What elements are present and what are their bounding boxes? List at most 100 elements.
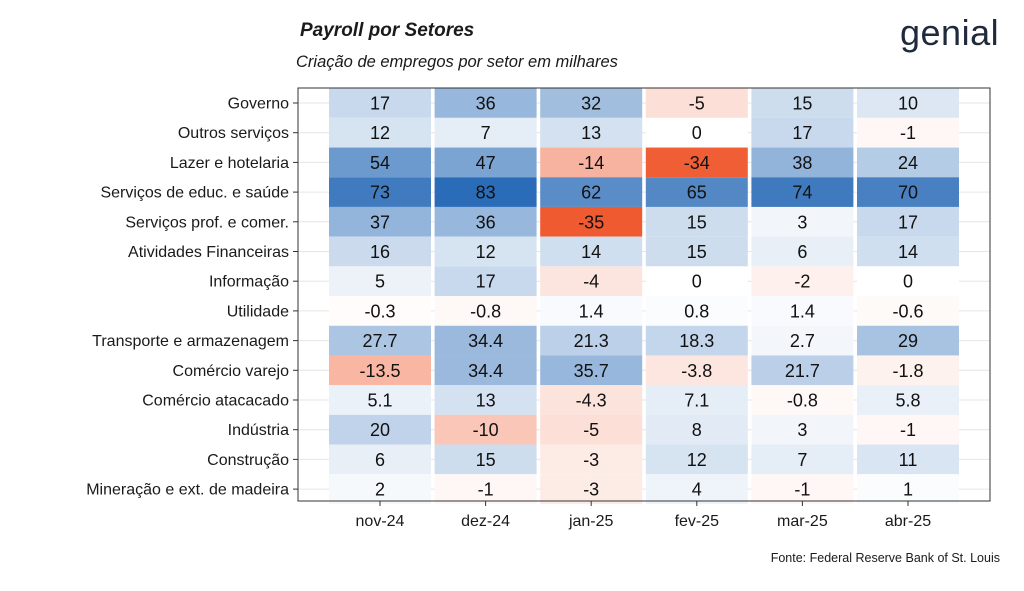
heatmap-cell xyxy=(751,177,854,207)
heatmap-cell xyxy=(540,444,643,475)
heatmap-cell xyxy=(540,474,643,504)
heatmap-cell xyxy=(751,236,854,267)
chart-subtitle: Criação de empregos por setor em milhare… xyxy=(296,53,618,71)
heatmap-cell xyxy=(329,236,431,267)
x-tick-label: dez-24 xyxy=(461,513,510,530)
y-tick-label: Utilidade xyxy=(227,303,289,320)
cell-value-label: -13.5 xyxy=(359,361,400,381)
cell-value-label: 74 xyxy=(792,183,812,203)
cell-value-label: -3.8 xyxy=(681,361,712,381)
cell-value-label: -5 xyxy=(689,94,705,114)
heatmap-cell xyxy=(434,236,537,267)
cell-value-label: -0.8 xyxy=(470,301,501,321)
heatmap-cell xyxy=(329,414,431,445)
heatmap-cell xyxy=(751,206,854,237)
cell-value-label: 0.8 xyxy=(684,301,709,321)
cell-value-label: 17 xyxy=(476,272,496,292)
cell-value-label: 7 xyxy=(481,123,491,143)
heatmap-cell xyxy=(751,147,854,178)
heatmap-cell xyxy=(329,117,431,148)
heatmap-cell xyxy=(540,206,643,237)
heatmap-cell xyxy=(857,444,959,475)
cell-value-label: 37 xyxy=(370,212,390,232)
cell-value-label: 7 xyxy=(797,450,807,470)
heatmap-cell xyxy=(645,236,748,267)
heatmap-cell xyxy=(329,88,431,118)
cell-value-label: -14 xyxy=(578,153,604,173)
heatmap-cell xyxy=(540,325,643,356)
cell-value-label: 17 xyxy=(898,212,918,232)
heatmap-cell xyxy=(434,444,537,475)
heatmap-cell xyxy=(645,206,748,237)
heatmap-cell xyxy=(540,236,643,267)
cell-value-label: 16 xyxy=(370,242,390,262)
genial-logo: genial xyxy=(900,12,1000,53)
cell-value-label: 34.4 xyxy=(468,331,503,351)
cell-value-label: 65 xyxy=(687,183,707,203)
cell-value-label: 8 xyxy=(692,420,702,440)
y-tick-label: Atividades Financeiras xyxy=(128,244,289,261)
cell-value-label: 12 xyxy=(370,123,390,143)
cell-value-label: 36 xyxy=(476,212,496,232)
cell-value-label: -1 xyxy=(900,123,916,143)
y-tick-label: Governo xyxy=(228,96,289,113)
y-tick-label: Lazer e hotelaria xyxy=(170,155,289,172)
cell-value-label: 13 xyxy=(476,391,496,411)
heatmap-cell xyxy=(434,147,537,178)
heatmap-cell xyxy=(751,474,854,504)
cell-value-label: 14 xyxy=(581,242,601,262)
heatmap-cell xyxy=(645,117,748,148)
cell-value-label: -34 xyxy=(684,153,710,173)
heatmap-cell xyxy=(540,177,643,207)
cell-value-label: -0.8 xyxy=(787,391,818,411)
x-tick-label: abr-25 xyxy=(885,513,931,530)
heatmap-cell xyxy=(540,355,643,386)
y-tick-label: Comércio atacacado xyxy=(142,393,289,410)
cell-value-label: 21.7 xyxy=(785,361,820,381)
cell-value-label: 20 xyxy=(370,420,390,440)
cell-value-label: 15 xyxy=(476,450,496,470)
heatmap-cell xyxy=(329,206,431,237)
heatmap-cell xyxy=(857,474,959,504)
cell-value-label: 36 xyxy=(476,94,496,114)
cell-value-label: -10 xyxy=(473,420,499,440)
heatmap-cell xyxy=(434,177,537,207)
cell-value-label: -4 xyxy=(583,272,599,292)
cell-value-label: 0 xyxy=(692,123,702,143)
heatmap-cell xyxy=(751,117,854,148)
cell-value-label: 13 xyxy=(581,123,601,143)
cell-value-label: 27.7 xyxy=(362,331,397,351)
source-note: Fonte: Federal Reserve Bank of St. Louis xyxy=(770,551,1000,565)
heatmap-cell xyxy=(645,266,748,297)
cell-value-label: 17 xyxy=(792,123,812,143)
cell-value-label: 62 xyxy=(581,183,601,203)
cell-value-label: 3 xyxy=(797,212,807,232)
y-tick-label: Informação xyxy=(209,274,289,291)
cell-value-label: 83 xyxy=(476,183,496,203)
heatmap-cell xyxy=(645,355,748,386)
cell-value-label: 0 xyxy=(692,272,702,292)
heatmap-cell xyxy=(857,177,959,207)
y-tick-label: Serviços de educ. e saúde xyxy=(100,185,289,202)
heatmap-cell xyxy=(434,296,537,326)
heatmap-cell xyxy=(857,355,959,386)
cell-value-label: -2 xyxy=(794,272,810,292)
cell-value-label: -0.3 xyxy=(364,301,395,321)
heatmap-cell xyxy=(329,385,431,415)
heatmap-cell xyxy=(540,266,643,297)
chart-title: Payroll por Setores xyxy=(300,20,475,41)
cell-value-label: -1 xyxy=(794,480,810,500)
cell-value-label: -1.8 xyxy=(892,361,923,381)
cell-value-label: 29 xyxy=(898,331,918,351)
cell-value-label: 15 xyxy=(687,242,707,262)
heatmap-cell xyxy=(434,325,537,356)
cell-value-label: 24 xyxy=(898,153,918,173)
cell-value-label: 35.7 xyxy=(574,361,609,381)
heatmap-cell xyxy=(751,296,854,326)
heatmap-cell xyxy=(434,206,537,237)
cell-value-label: 1.4 xyxy=(790,301,815,321)
cell-value-label: 1.4 xyxy=(579,301,604,321)
heatmap-cell xyxy=(434,414,537,445)
heatmap-cell xyxy=(751,444,854,475)
